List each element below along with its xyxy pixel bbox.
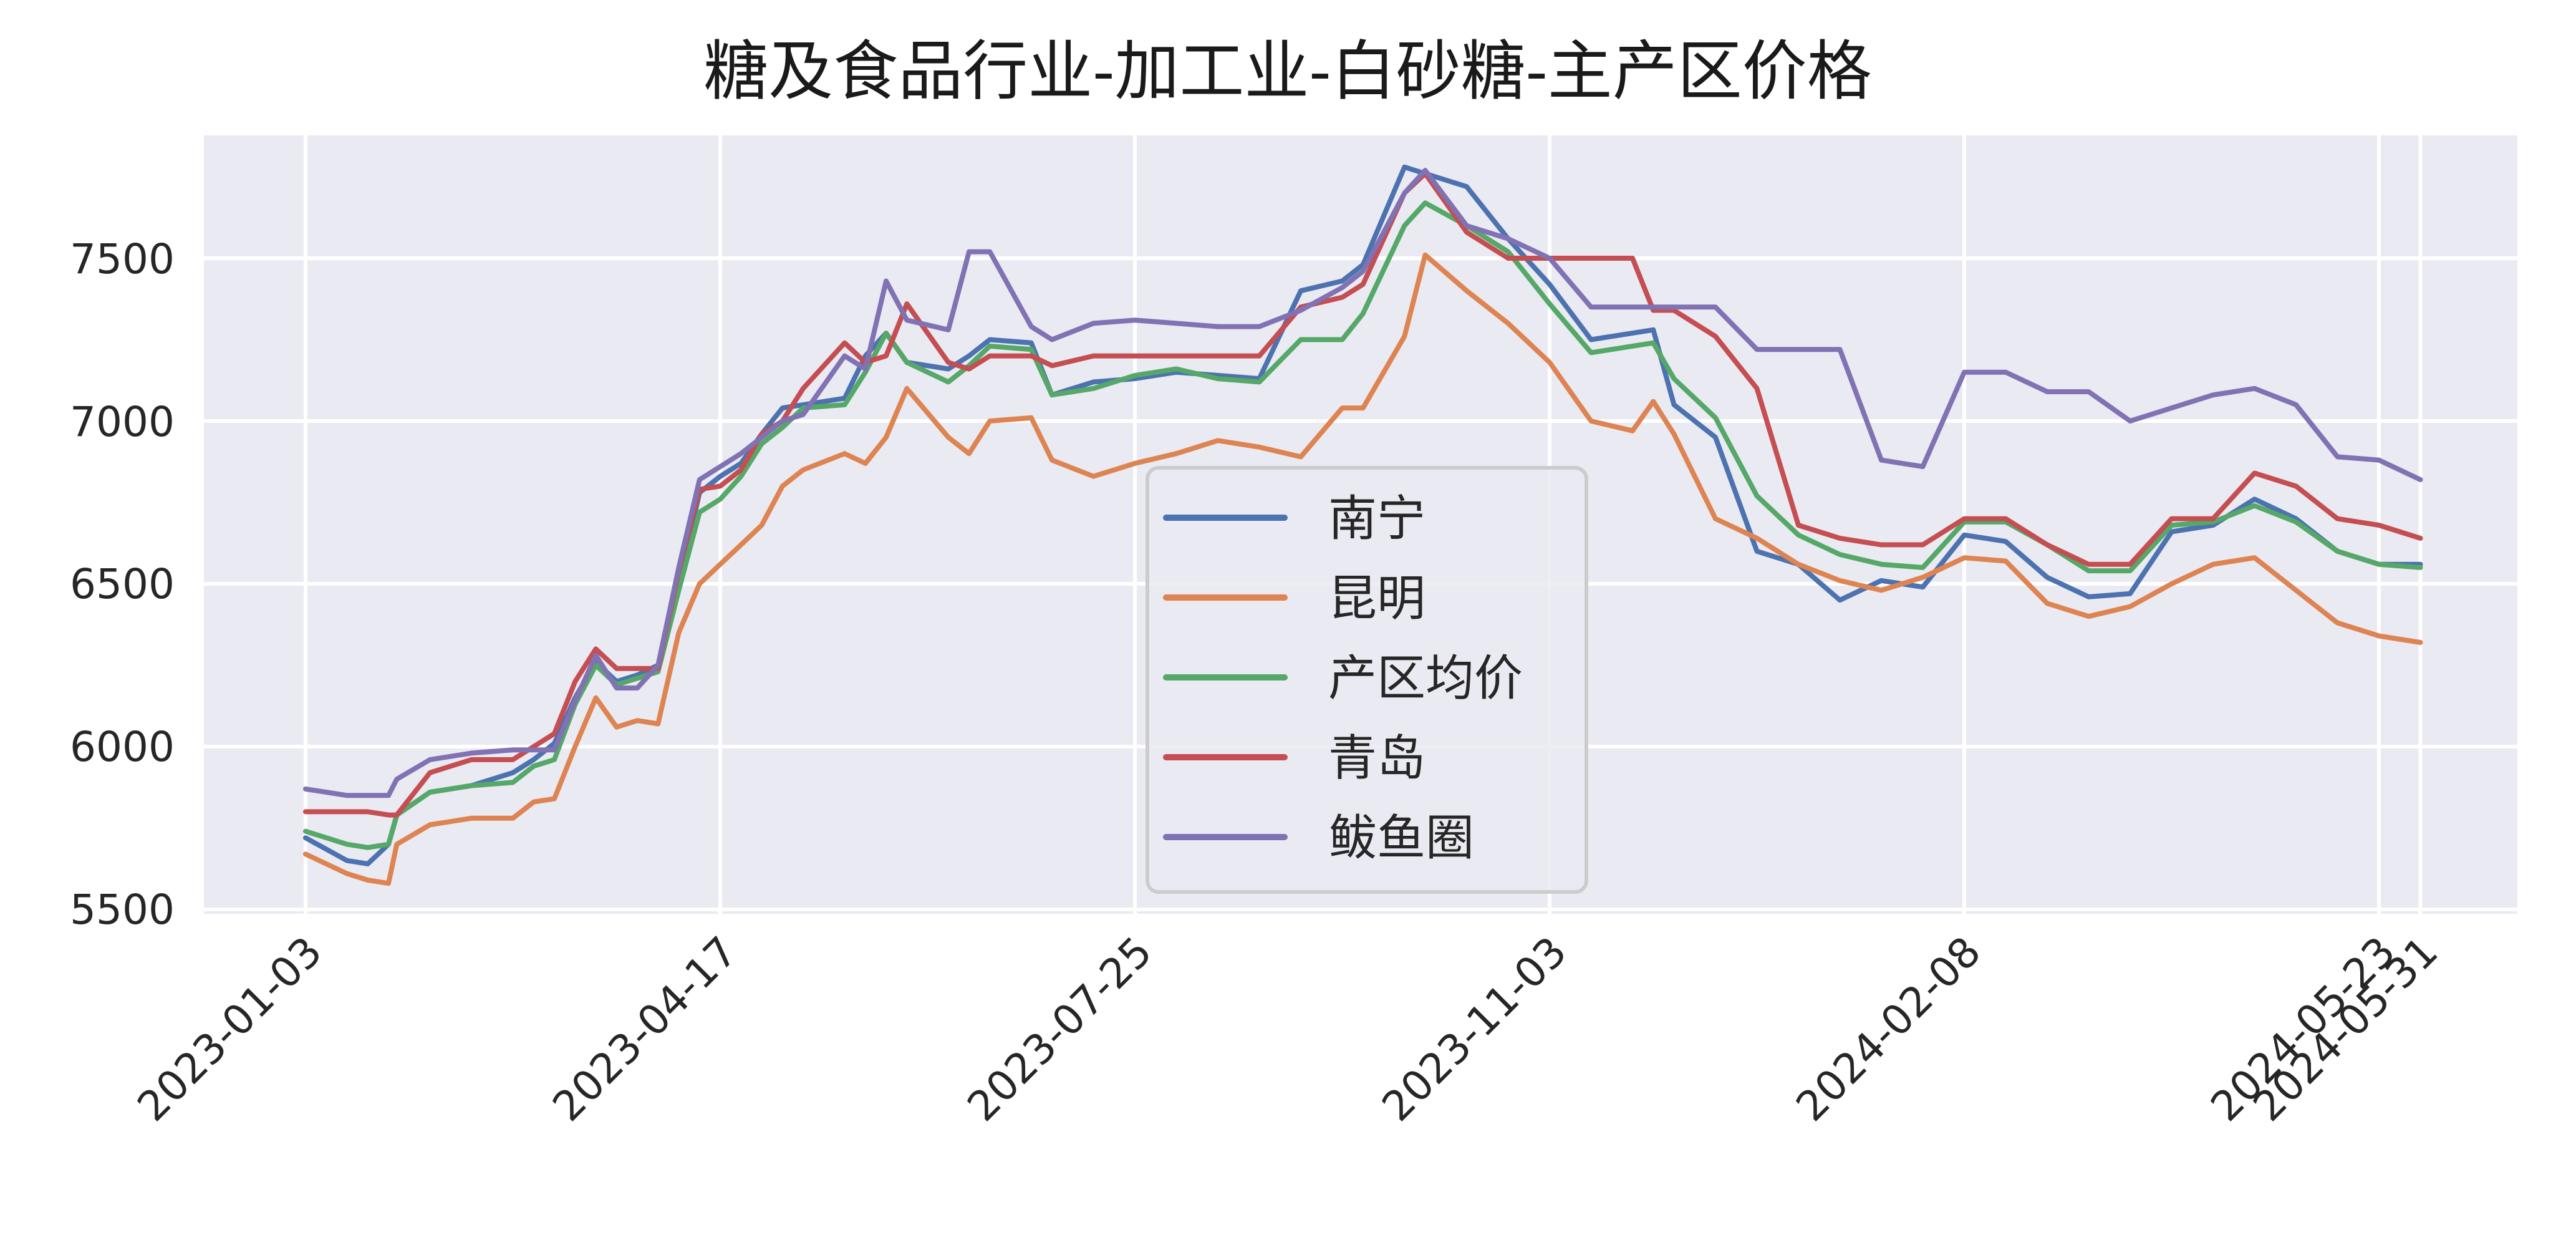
series-line	[303, 168, 2423, 798]
series-lines	[303, 164, 2423, 886]
legend: 南宁 昆明 产区均价 青岛 鲅鱼圈	[1146, 466, 1588, 894]
series-line	[303, 171, 2423, 818]
y-tick-label: 7000	[70, 398, 175, 446]
x-tick-label: 2024-02-08	[1787, 928, 1990, 1131]
x-tick-label: 2023-01-03	[128, 928, 332, 1131]
legend-label-qingdao: 青岛	[1328, 730, 1425, 787]
chart-title: 糖及食品行业-加工业-白砂糖-主产区价格	[703, 33, 1871, 109]
y-tick-label: 6000	[70, 723, 175, 771]
y-tick-label: 5500	[70, 886, 175, 934]
legend-label-kunming: 昆明	[1328, 571, 1425, 627]
y-tick-label: 7500	[70, 235, 175, 283]
legend-label-average: 产区均价	[1328, 651, 1523, 707]
x-tick-label: 2023-11-03	[1373, 928, 1576, 1131]
y-axis: 7500 7000 6500 6000 5500	[70, 235, 175, 934]
x-tick-label: 2023-04-17	[544, 928, 747, 1131]
series-line	[303, 252, 2423, 886]
x-tick-label: 2023-07-25	[958, 928, 1162, 1131]
y-tick-label: 6500	[70, 560, 175, 608]
x-axis: 2023-01-03 2023-04-17 2023-07-25 2023-11…	[128, 928, 2448, 1131]
legend-label-bayuquan: 鲅鱼圈	[1328, 810, 1474, 866]
legend-label-nanning: 南宁	[1328, 491, 1425, 547]
series-line	[303, 200, 2423, 850]
